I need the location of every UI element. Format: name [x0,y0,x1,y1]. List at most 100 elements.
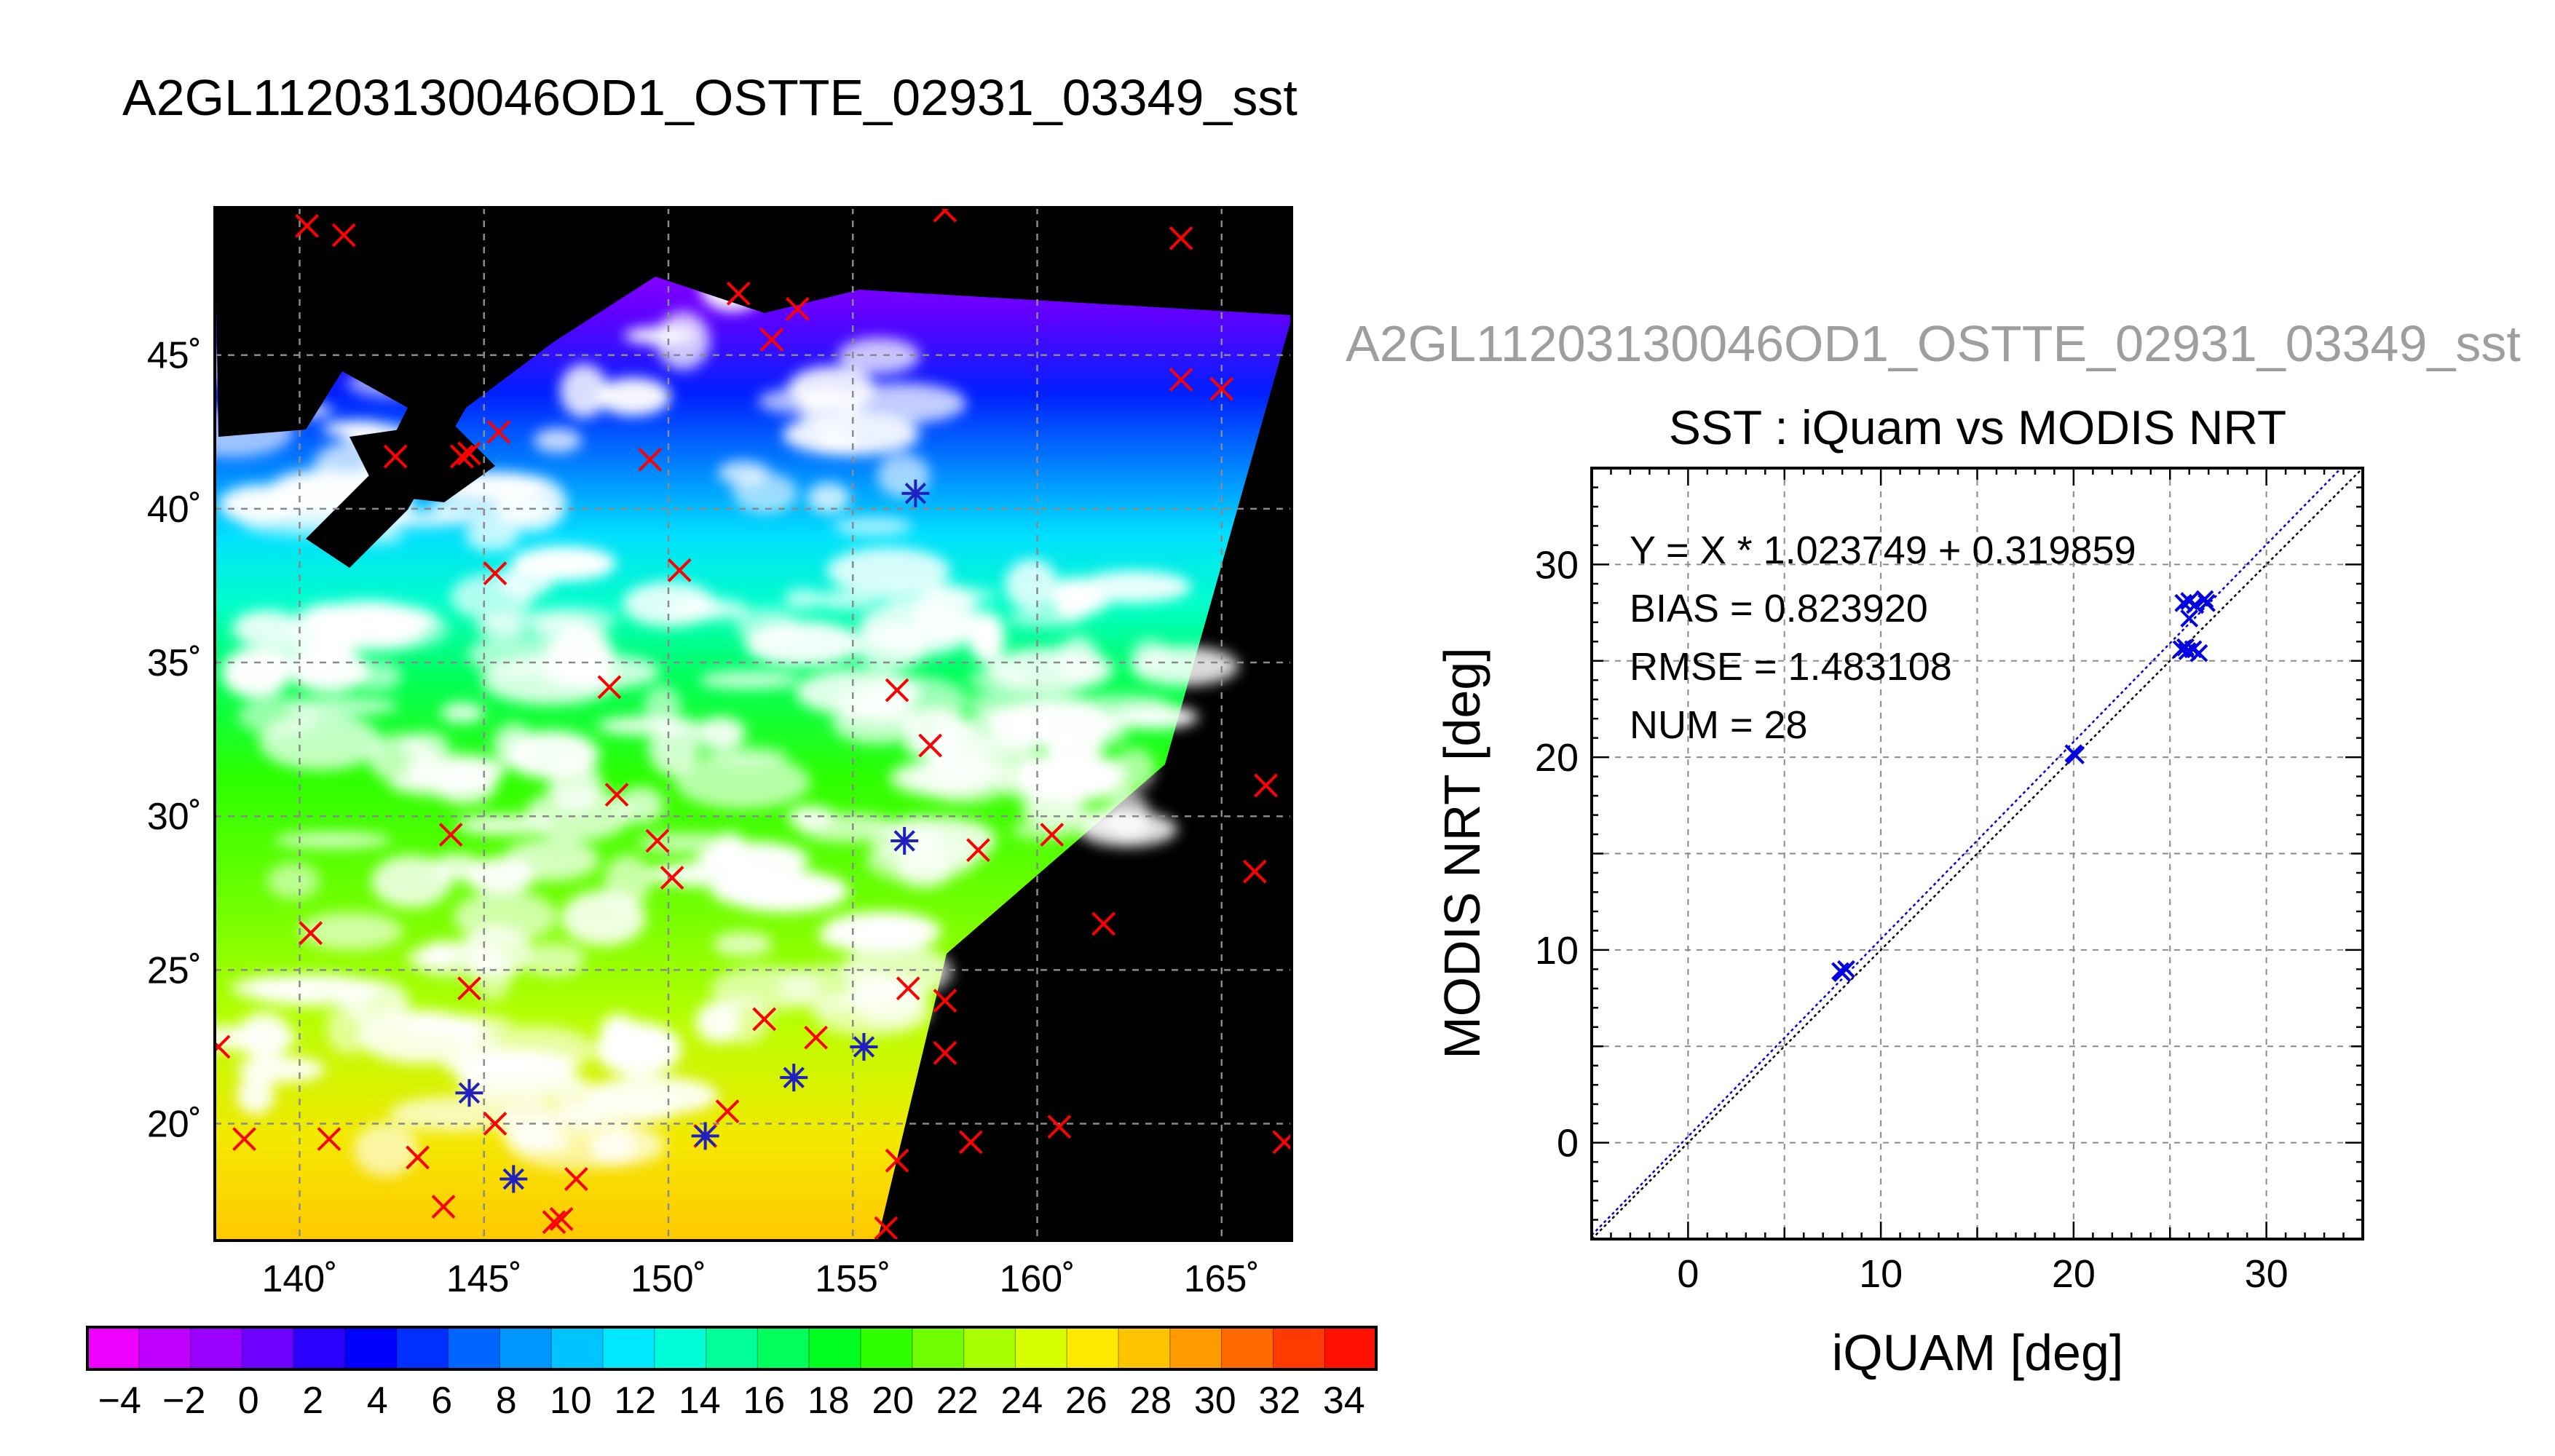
cloud-patch [588,1126,665,1164]
map-x-tick-label: 160˚ [999,1258,1075,1300]
colorbar-cell [190,1327,242,1369]
colorbar-cell [809,1327,861,1369]
cloud-patch [987,700,1118,747]
cloud-patch [237,1075,275,1115]
cloud-patch [267,863,320,899]
colorbar-label: 28 [1129,1380,1172,1422]
map-x-tick-label: 155˚ [815,1258,891,1300]
scatter-x-tick-label: 0 [1677,1252,1699,1296]
cloud-patch [1076,571,1191,603]
red-x-marker [759,328,784,352]
colorbar-cell [1067,1327,1119,1369]
colorbar-label: 2 [302,1380,323,1422]
red-x-marker [486,419,511,444]
blue-star-marker [850,1032,878,1061]
colorbar-label: −2 [162,1380,205,1422]
scatter-x-tick-label: 10 [1859,1252,1903,1296]
colorbar-label: 10 [550,1380,592,1422]
cloud-patch [814,432,859,454]
cloud-patch [733,472,797,513]
cloud-patch [401,732,449,760]
cloud-patch [649,722,700,776]
cloud-patch [474,947,512,1001]
blue-star-marker [499,1165,528,1193]
scatter-suptitle: A2GL11203130046OD1_OSTTE_02931_03349_sst [1346,315,2521,372]
cloud-patch [1005,559,1059,610]
map-frame [213,206,1293,1242]
land-mask [215,207,1292,568]
red-x-marker [215,1034,231,1059]
colorbar-label: 26 [1065,1380,1107,1422]
cloud-patch [585,1076,719,1115]
sst-map: 140˚ 145˚ 150˚ 155˚ 160˚ 165˚ 20˚ 25˚ 30˚ 35˚ 40˚… [147,206,1293,1300]
red-x-marker [438,823,463,847]
red-x-marker [1242,859,1267,884]
cloud-patch [807,483,850,513]
scatter-point [1831,962,1849,981]
red-x-marker [1254,773,1278,798]
scatter-ticks: 0 10 20 30 0 10 20 30 [1535,467,2364,1296]
red-x-marker [1169,368,1193,392]
scatter-point [1837,960,1855,978]
cloud-patch [745,621,861,666]
colorbar-frame [86,1326,1378,1371]
cloud-patch [222,647,291,698]
red-x-marker [885,678,909,703]
colorbar-cell [861,1327,913,1369]
red-x-marker [457,441,481,466]
blue-star-marker [691,1122,719,1150]
colorbar-cell [1015,1327,1067,1369]
cloud-patch [523,943,585,976]
colorbar-label: 18 [807,1380,850,1422]
cloud-patch [525,788,631,841]
red-x-marker [804,1025,829,1050]
colorbar-cell [293,1327,346,1369]
scatter-panel: A2GL11203130046OD1_OSTTE_02931_03349_sst… [1346,315,2521,1381]
colorbar-cell [1169,1327,1223,1369]
blue-star-marker [455,1079,483,1107]
blue-star-markers [455,479,930,1193]
colorbar-cell [912,1327,965,1369]
cloud-patch [596,1022,682,1076]
cloud-patch [788,366,875,411]
scatter-y-tick-label: 20 [1535,736,1579,780]
colorbar-label: 22 [936,1380,979,1422]
colorbar-cell [499,1327,552,1369]
red-x-marker [785,296,810,321]
colorbar-cell [138,1327,191,1369]
red-x-marker [874,1216,899,1241]
red-x-marker [406,1145,430,1170]
colorbar-cell [87,1327,140,1369]
scatter-stat-bias: BIAS = 0.823920 [1630,587,1928,630]
cloud-patch [877,454,930,497]
scatter-y-tick-label: 0 [1557,1122,1579,1166]
cloud-patch [1022,791,1083,826]
cloud-patch [465,858,535,894]
cloud-patch [813,988,931,1036]
colorbar-label: 6 [431,1380,452,1422]
colorbar-label: 30 [1194,1380,1236,1422]
cloud-patch [476,616,524,638]
red-x-marker [933,1040,957,1065]
cloud-patch [390,1096,516,1131]
cloud-patch [354,662,402,691]
cloud-patch [499,1101,561,1150]
red-x-marker [667,558,692,582]
colorbar-label: 8 [496,1380,517,1422]
red-x-marker [1169,226,1193,250]
map-y-tick-labels: 20˚ 25˚ 30˚ 35˚ 40˚ 45˚ [147,335,202,1146]
red-x-marker [449,444,474,469]
red-x-marker [542,1210,566,1235]
colorbar-cell [654,1327,707,1369]
map-x-tick-label: 165˚ [1184,1258,1260,1300]
red-x-marker [564,1167,588,1191]
cloud-patch [624,327,697,344]
cloud-patch [371,855,451,908]
cloud-patch [309,977,380,993]
map-x-tick-label: 150˚ [631,1258,706,1300]
one-to-one-line [1592,468,2363,1239]
colorbar-cell [448,1327,500,1369]
cloud-patch [1114,748,1155,791]
map-x-tick-label: 145˚ [446,1258,522,1300]
